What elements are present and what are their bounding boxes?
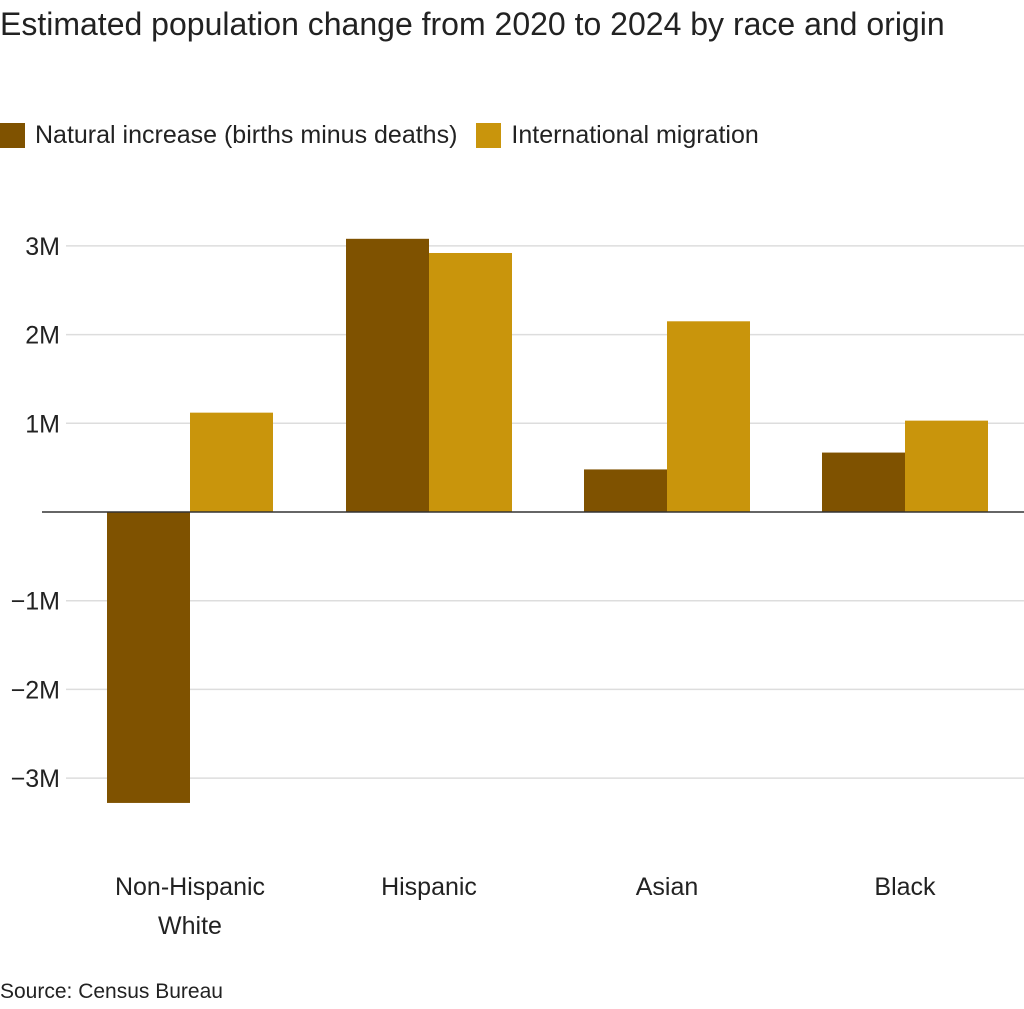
x-category-label: Non-Hispanic White (115, 873, 265, 940)
x-category-label-line: Asian (636, 873, 699, 901)
x-category-label: Asian (636, 873, 699, 901)
chart-title: Estimated population change from 2020 to… (0, 6, 945, 42)
x-category-label: Black (874, 873, 936, 901)
legend-swatch-international-migration (476, 122, 502, 148)
legend-label-natural-increase: Natural increase (births minus deaths) (35, 120, 458, 149)
bar-natural-increase (584, 469, 667, 512)
bar-chart: 3M 2M 1M −1M −2M −3M Non-Hispanic White Hispanic… (11, 233, 1024, 940)
bar-international-migration (190, 412, 273, 512)
x-category-label-line: White (158, 912, 222, 940)
x-category-label-line: Non-Hispanic (115, 873, 265, 901)
y-tick-label: −3M (11, 765, 60, 793)
bar-international-migration (667, 321, 750, 512)
legend-swatch-natural-increase (0, 122, 25, 148)
y-tick-label: 2M (25, 322, 60, 350)
x-category-label-line: Hispanic (381, 873, 477, 901)
y-tick-label: −2M (11, 676, 60, 704)
bar-international-migration (429, 252, 512, 512)
x-category-label: Hispanic (381, 873, 477, 901)
x-category-label-line: Black (874, 873, 936, 901)
bar-international-migration (905, 420, 988, 512)
bar-natural-increase (822, 452, 905, 512)
bar-natural-increase (346, 238, 429, 512)
y-tick-label: −1M (11, 588, 60, 616)
y-tick-label: 3M (25, 233, 60, 261)
legend-label-international-migration: International migration (511, 120, 759, 149)
legend: Natural increase (births minus deaths) I… (0, 117, 778, 153)
legend-item-natural-increase: Natural increase (births minus deaths) (0, 121, 457, 150)
legend-item-international-migration: International migration (476, 120, 759, 150)
y-tick-label: 1M (25, 410, 60, 438)
bar-natural-increase (107, 512, 190, 803)
source-note: Source: Census Bureau (0, 980, 223, 1003)
